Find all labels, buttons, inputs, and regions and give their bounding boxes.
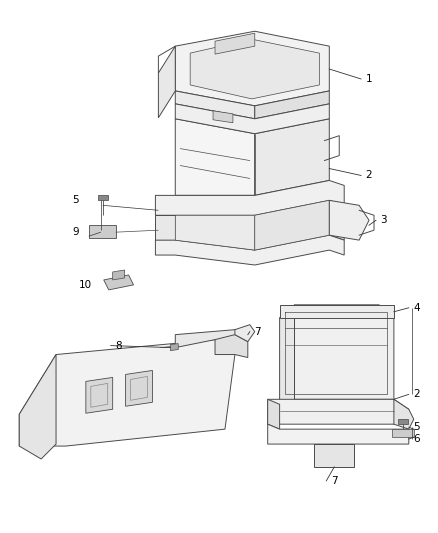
Text: 1: 1 — [366, 74, 372, 84]
Polygon shape — [255, 200, 329, 250]
Polygon shape — [175, 31, 329, 106]
Text: 6: 6 — [413, 434, 420, 444]
Text: 7: 7 — [331, 476, 338, 486]
Polygon shape — [89, 225, 116, 238]
Polygon shape — [268, 399, 279, 429]
Text: 2: 2 — [413, 389, 420, 399]
Text: 5: 5 — [413, 422, 420, 432]
Polygon shape — [392, 429, 414, 437]
Polygon shape — [19, 354, 56, 459]
Polygon shape — [19, 340, 235, 446]
Polygon shape — [215, 33, 255, 54]
Polygon shape — [159, 46, 175, 118]
Polygon shape — [175, 215, 255, 250]
Polygon shape — [155, 181, 344, 215]
Polygon shape — [175, 91, 255, 119]
Text: 10: 10 — [79, 280, 92, 290]
Polygon shape — [279, 305, 394, 318]
Text: 9: 9 — [73, 227, 79, 237]
Text: 3: 3 — [381, 215, 387, 225]
Polygon shape — [314, 444, 354, 467]
Polygon shape — [126, 370, 152, 406]
Polygon shape — [98, 196, 108, 200]
Polygon shape — [329, 200, 369, 240]
Polygon shape — [394, 399, 414, 429]
Polygon shape — [170, 344, 178, 351]
Text: 5: 5 — [73, 196, 79, 205]
Polygon shape — [294, 305, 394, 399]
Polygon shape — [215, 335, 248, 358]
Polygon shape — [398, 419, 408, 424]
Polygon shape — [268, 424, 409, 444]
Polygon shape — [113, 270, 124, 280]
Polygon shape — [175, 119, 255, 196]
Polygon shape — [268, 399, 409, 424]
Polygon shape — [175, 330, 245, 354]
Polygon shape — [155, 215, 175, 240]
Polygon shape — [235, 325, 255, 342]
Polygon shape — [155, 235, 344, 265]
Polygon shape — [279, 305, 294, 412]
Text: 8: 8 — [115, 341, 122, 351]
Polygon shape — [329, 200, 344, 240]
Polygon shape — [213, 111, 233, 123]
Polygon shape — [104, 275, 134, 290]
Polygon shape — [86, 377, 113, 413]
Text: 4: 4 — [413, 303, 420, 313]
Text: 2: 2 — [366, 171, 372, 181]
Polygon shape — [190, 39, 319, 99]
Polygon shape — [255, 91, 329, 119]
Polygon shape — [175, 104, 329, 134]
Text: 7: 7 — [254, 327, 261, 337]
Polygon shape — [255, 119, 329, 196]
